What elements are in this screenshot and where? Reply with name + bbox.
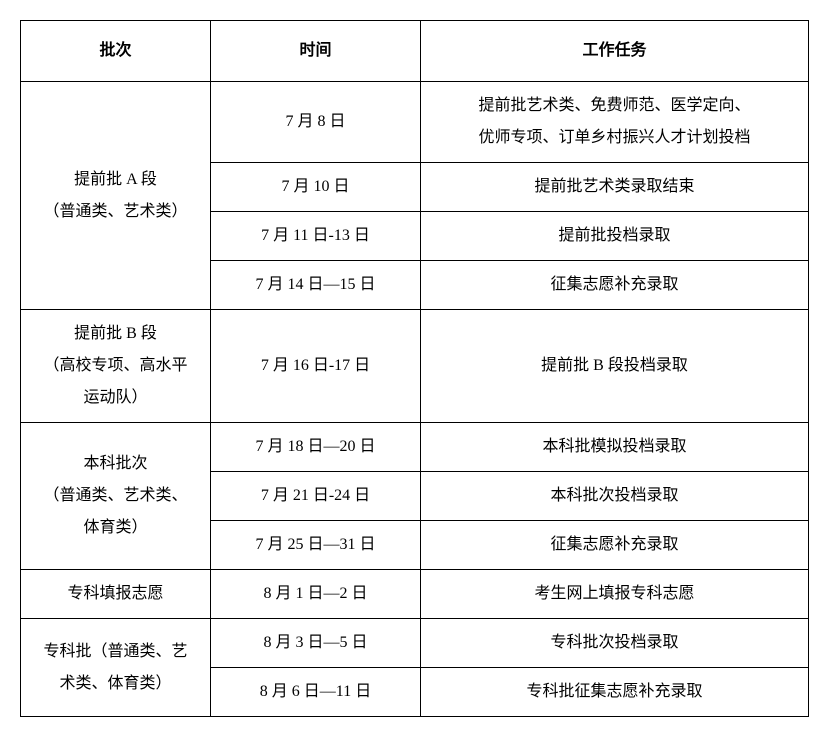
time-cell: 7 月 14 日—15 日 xyxy=(211,261,421,310)
batch-cell: 本科批次（普通类、艺术类、体育类） xyxy=(21,423,211,570)
time-cell: 7 月 10 日 xyxy=(211,163,421,212)
task-cell: 本科批次投档录取 xyxy=(421,472,809,521)
task-cell: 征集志愿补充录取 xyxy=(421,521,809,570)
batch-cell: 专科填报志愿 xyxy=(21,570,211,619)
header-task: 工作任务 xyxy=(421,21,809,82)
task-cell: 提前批艺术类录取结束 xyxy=(421,163,809,212)
task-cell: 专科批征集志愿补充录取 xyxy=(421,668,809,717)
table-row: 专科填报志愿8 月 1 日—2 日考生网上填报专科志愿 xyxy=(21,570,809,619)
task-cell: 本科批模拟投档录取 xyxy=(421,423,809,472)
task-cell: 专科批次投档录取 xyxy=(421,619,809,668)
time-cell: 7 月 16 日-17 日 xyxy=(211,310,421,423)
time-cell: 7 月 11 日-13 日 xyxy=(211,212,421,261)
task-cell: 考生网上填报专科志愿 xyxy=(421,570,809,619)
schedule-table: 批次 时间 工作任务 提前批 A 段（普通类、艺术类）7 月 8 日提前批艺术类… xyxy=(20,20,809,717)
batch-cell: 提前批 B 段（高校专项、高水平运动队） xyxy=(21,310,211,423)
table-row: 提前批 A 段（普通类、艺术类）7 月 8 日提前批艺术类、免费师范、医学定向、… xyxy=(21,82,809,163)
table-row: 本科批次（普通类、艺术类、体育类）7 月 18 日—20 日本科批模拟投档录取 xyxy=(21,423,809,472)
time-cell: 8 月 1 日—2 日 xyxy=(211,570,421,619)
task-cell: 提前批艺术类、免费师范、医学定向、优师专项、订单乡村振兴人才计划投档 xyxy=(421,82,809,163)
time-cell: 7 月 21 日-24 日 xyxy=(211,472,421,521)
table-row: 专科批（普通类、艺术类、体育类）8 月 3 日—5 日专科批次投档录取 xyxy=(21,619,809,668)
task-cell: 提前批投档录取 xyxy=(421,212,809,261)
time-cell: 8 月 3 日—5 日 xyxy=(211,619,421,668)
header-batch: 批次 xyxy=(21,21,211,82)
table-body: 提前批 A 段（普通类、艺术类）7 月 8 日提前批艺术类、免费师范、医学定向、… xyxy=(21,82,809,717)
task-cell: 提前批 B 段投档录取 xyxy=(421,310,809,423)
time-cell: 8 月 6 日—11 日 xyxy=(211,668,421,717)
task-cell: 征集志愿补充录取 xyxy=(421,261,809,310)
time-cell: 7 月 8 日 xyxy=(211,82,421,163)
time-cell: 7 月 25 日—31 日 xyxy=(211,521,421,570)
batch-cell: 专科批（普通类、艺术类、体育类） xyxy=(21,619,211,717)
table-row: 提前批 B 段（高校专项、高水平运动队）7 月 16 日-17 日提前批 B 段… xyxy=(21,310,809,423)
batch-cell: 提前批 A 段（普通类、艺术类） xyxy=(21,82,211,310)
time-cell: 7 月 18 日—20 日 xyxy=(211,423,421,472)
header-time: 时间 xyxy=(211,21,421,82)
header-row: 批次 时间 工作任务 xyxy=(21,21,809,82)
